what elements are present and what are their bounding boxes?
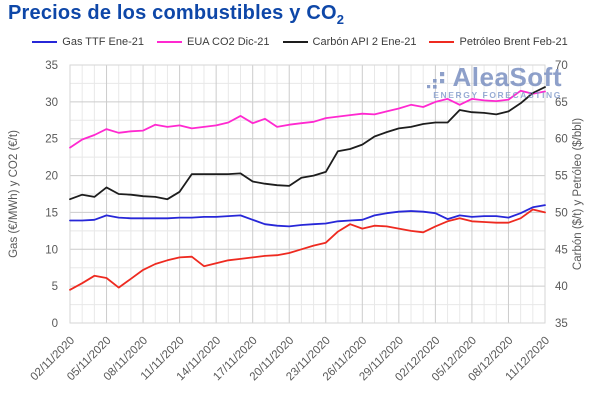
legend-label-eua-co2-dic-21: EUA CO2 Dic-21 [186,36,270,48]
svg-text:35: 35 [555,318,568,330]
legend-label-petr-leo-brent-feb-21: Petróleo Brent Feb-21 [459,36,568,48]
legend-label-gas-ttf-ene-21: Gas TTF Ene-21 [62,36,144,48]
svg-text:55: 55 [555,171,568,183]
svg-text:15: 15 [45,207,58,219]
page-title-subscript: 2 [336,12,345,27]
legend-item-petr-leo-brent-feb-21[interactable]: Petróleo Brent Feb-21 [429,36,568,48]
chart-legend: Gas TTF Ene-21 EUA CO2 Dic-21 Carbón API 2… [0,36,600,48]
page-title-text: Precios de los combustibles y CO [8,2,337,24]
left-axis-title: Gas (€/MWh) y CO2 (€/t) [8,130,20,258]
right-axis-ticks: 35 40 45 50 55 60 65 70 [555,60,568,330]
grid-minor [70,65,545,323]
right-axis-title: Carbón ($/t) y Petróleo ($/bbl) [572,118,584,270]
legend-swatch-carb-n-api-2-ene-21 [282,41,308,43]
svg-text:10: 10 [45,244,58,256]
svg-text:20: 20 [45,171,58,183]
svg-text:40: 40 [555,281,568,293]
legend-item-carb-n-api-2-ene-21[interactable]: Carbón API 2 Ene-21 [282,36,417,48]
legend-label-carb-n-api-2-ene-21: Carbón API 2 Ene-21 [312,36,417,48]
legend-swatch-petr-leo-brent-feb-21 [429,41,455,43]
legend-swatch-eua-co2-dic-21 [156,41,182,43]
svg-text:50: 50 [555,207,568,219]
series-line-eua-co2-dic-21 [69,89,546,149]
svg-text:45: 45 [555,244,568,256]
svg-text:30: 30 [45,97,58,109]
left-axis-ticks: 0 5 10 15 20 25 30 35 [45,60,58,330]
series-line-petr-leo-brent-feb-21 [69,208,546,291]
plot-frame [69,64,546,324]
svg-text:5: 5 [52,281,58,293]
legend-swatch-gas-ttf-ene-21 [32,41,58,43]
svg-text:35: 35 [45,60,58,72]
series-line-gas-ttf-ene-21 [69,204,546,228]
legend-item-eua-co2-dic-21[interactable]: EUA CO2 Dic-21 [156,36,270,48]
svg-text:25: 25 [45,134,58,146]
series-line-carb-n-api-2-ene-21 [69,86,546,201]
x-axis-ticks: 02/11/202005/11/202008/11/202011/11/2020… [29,335,553,384]
legend-item-gas-ttf-ene-21[interactable]: Gas TTF Ene-21 [32,36,144,48]
svg-text:70: 70 [555,60,568,72]
svg-text:0: 0 [52,318,58,330]
svg-text:65: 65 [555,97,568,109]
svg-text:60: 60 [555,134,568,146]
page-title: Precios de los combustibles y CO2 [8,2,344,27]
